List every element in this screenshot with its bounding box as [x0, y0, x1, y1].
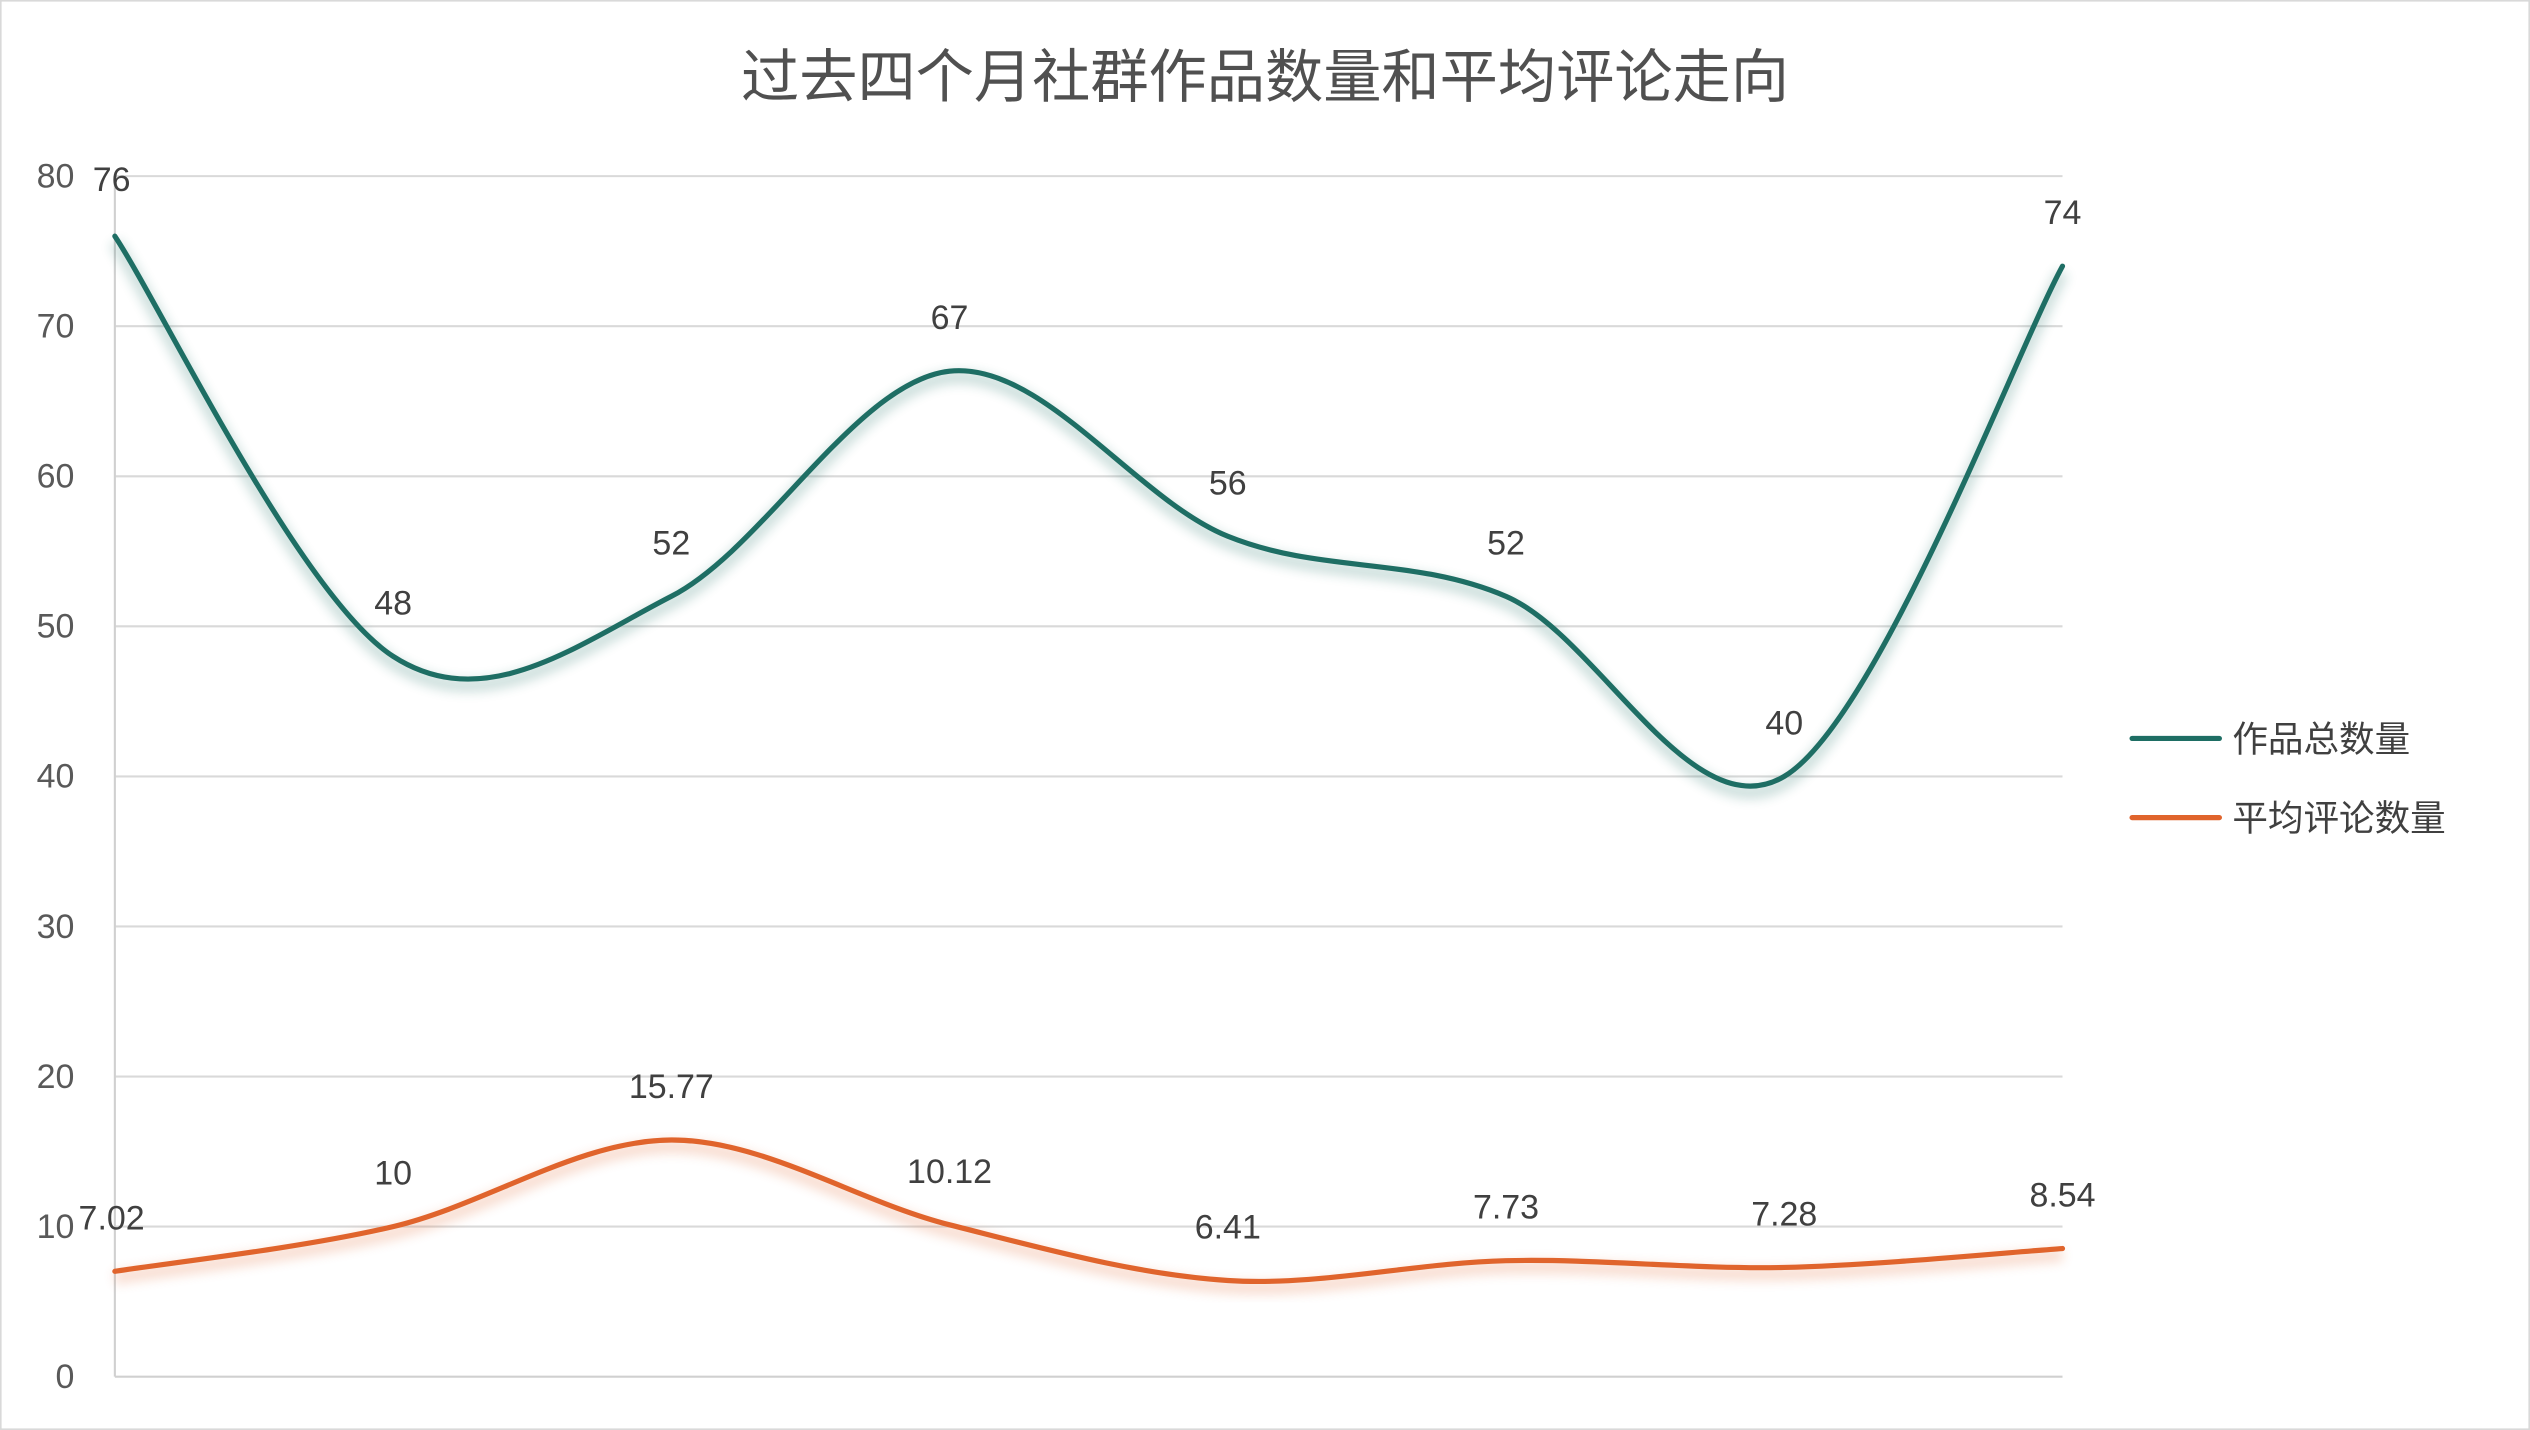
data-label-avg-comments-5: 6.41 — [1195, 1208, 1261, 1246]
legend-label-avg-comments: 平均评论数量 — [2232, 799, 2445, 840]
y-tick-label: 70 — [37, 308, 75, 346]
gridlines — [114, 175, 2063, 1228]
y-tick-label: 80 — [37, 157, 75, 195]
y-tick-label: 30 — [37, 908, 75, 946]
data-label-works-total-6: 52 — [1487, 524, 1525, 562]
y-tick-label: 10 — [37, 1208, 75, 1246]
data-label-works-total-7: 40 — [1765, 704, 1803, 742]
data-label-avg-comments-8: 8.54 — [2029, 1177, 2095, 1215]
data-labels: 76 48 52 67 56 52 40 74 7.02 10 15.77 10.12 6.41 7.73… — [79, 161, 2096, 1247]
series-line-glow-works-total — [109, 239, 2069, 799]
y-tick-label: 50 — [37, 608, 75, 646]
data-label-avg-comments-1: 7.02 — [79, 1199, 145, 1237]
series-lines — [109, 233, 2069, 1295]
data-label-avg-comments-2: 10 — [374, 1155, 412, 1193]
data-label-avg-comments-6: 7.73 — [1473, 1189, 1539, 1227]
data-label-works-total-3: 52 — [652, 524, 690, 562]
y-tick-label: 60 — [37, 458, 75, 496]
y-tick-label: 20 — [37, 1058, 75, 1096]
chart-title: 过去四个月社群作品数量和平均评论走向 — [741, 43, 1789, 111]
y-tick-label: 40 — [37, 758, 75, 796]
data-label-avg-comments-3: 15.77 — [629, 1068, 714, 1106]
data-label-avg-comments-4: 10.12 — [907, 1153, 992, 1191]
y-axis: 0 10 20 30 40 50 60 70 80 — [37, 157, 2063, 1396]
series-line-avg-comments — [112, 1137, 2066, 1285]
data-label-works-total-2: 48 — [374, 584, 412, 622]
legend-label-works-total: 作品总数量 — [2232, 719, 2410, 760]
y-tick-label: 0 — [56, 1358, 75, 1396]
data-label-works-total-1: 76 — [93, 161, 131, 199]
data-label-works-total-8: 74 — [2044, 194, 2082, 232]
data-label-works-total-5: 56 — [1209, 464, 1247, 502]
series-line-works-total — [112, 233, 2066, 789]
series-line-glow-avg-comments — [113, 1140, 2063, 1295]
data-label-avg-comments-7: 7.28 — [1751, 1195, 1817, 1233]
data-label-works-total-4: 67 — [931, 299, 969, 337]
